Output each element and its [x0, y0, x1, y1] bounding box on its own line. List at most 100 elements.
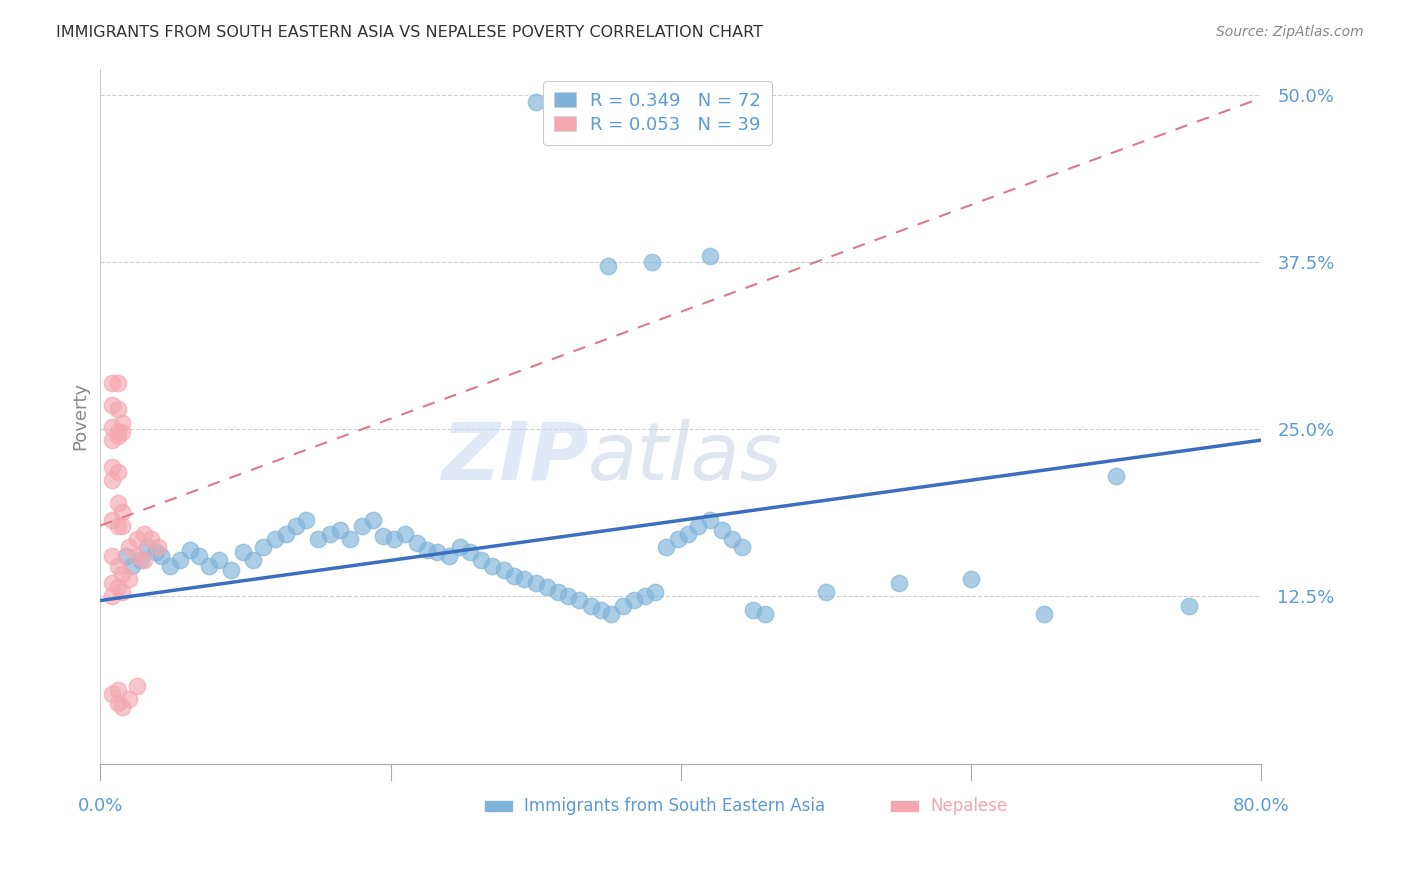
Point [329, 523, 352, 537]
Text: 0.0%: 0.0% [77, 797, 124, 815]
Point [307, 532, 329, 546]
Point [754, 607, 776, 621]
Point [318, 526, 340, 541]
Point [111, 505, 134, 519]
Point [111, 700, 134, 714]
Point [107, 558, 129, 573]
Point [405, 536, 427, 550]
Point [111, 585, 134, 599]
Point [688, 518, 710, 533]
Point [598, 260, 620, 274]
Text: atlas: atlas [588, 418, 783, 497]
Text: Immigrants from South Eastern Asia: Immigrants from South Eastern Asia [524, 797, 825, 815]
Point [742, 603, 765, 617]
Point [579, 599, 602, 613]
Point [169, 553, 191, 567]
Point [612, 599, 634, 613]
Point [198, 558, 221, 573]
Point [492, 563, 515, 577]
Point [536, 580, 558, 594]
Point [125, 679, 148, 693]
Point [125, 549, 148, 564]
Point [513, 572, 536, 586]
Point [644, 585, 666, 599]
Point [720, 532, 742, 546]
Point [101, 419, 124, 434]
Point [623, 593, 645, 607]
Point [148, 540, 170, 554]
Point [394, 526, 416, 541]
Point [361, 513, 384, 527]
Point [129, 553, 152, 567]
Point [101, 513, 124, 527]
Point [107, 465, 129, 479]
Point [107, 580, 129, 594]
Point [481, 558, 503, 573]
Point [242, 553, 264, 567]
Point [111, 566, 134, 581]
Point [101, 549, 124, 564]
Bar [484, 800, 513, 813]
Point [107, 697, 129, 711]
Point [666, 532, 689, 546]
Point [145, 545, 167, 559]
Point [339, 532, 361, 546]
Point [285, 518, 308, 533]
Point [159, 558, 181, 573]
Point [382, 532, 405, 546]
Point [107, 429, 129, 443]
Point [107, 496, 129, 510]
Point [426, 545, 449, 559]
Point [111, 518, 134, 533]
Point [568, 593, 591, 607]
Point [141, 532, 163, 546]
Point [107, 376, 129, 390]
Text: Nepalese: Nepalese [931, 797, 1008, 815]
Point [101, 398, 124, 412]
Point [101, 687, 124, 701]
Point [150, 549, 173, 564]
Point [101, 473, 124, 487]
Point [1032, 607, 1054, 621]
Point [111, 416, 134, 430]
Point [503, 569, 526, 583]
Point [1105, 469, 1128, 483]
Point [1178, 599, 1201, 613]
Point [101, 433, 124, 447]
Point [710, 523, 733, 537]
Point [470, 553, 492, 567]
Point [107, 402, 129, 417]
Point [208, 553, 231, 567]
Point [101, 376, 124, 390]
Text: 80.0%: 80.0% [1233, 797, 1289, 815]
Point [101, 459, 124, 474]
Point [600, 607, 623, 621]
Legend: R = 0.349   N = 72, R = 0.053   N = 39: R = 0.349 N = 72, R = 0.053 N = 39 [543, 81, 772, 145]
Point [252, 540, 274, 554]
Point [115, 549, 138, 564]
Point [118, 692, 141, 706]
Y-axis label: Poverty: Poverty [72, 382, 89, 450]
Point [557, 590, 579, 604]
Text: Source: ZipAtlas.com: Source: ZipAtlas.com [1216, 25, 1364, 39]
Point [887, 576, 910, 591]
Point [107, 518, 129, 533]
Point [437, 549, 460, 564]
Point [633, 590, 655, 604]
Point [219, 563, 242, 577]
Point [449, 540, 471, 554]
Point [524, 576, 547, 591]
Point [135, 540, 157, 554]
Point [121, 558, 143, 573]
Point [107, 683, 129, 698]
Point [125, 532, 148, 546]
Point [547, 585, 569, 599]
Point [416, 542, 439, 557]
Point [699, 249, 721, 263]
Point [263, 532, 285, 546]
Point [111, 425, 134, 439]
Point [676, 526, 699, 541]
Point [132, 553, 155, 567]
Text: IMMIGRANTS FROM SOUTH EASTERN ASIA VS NEPALESE POVERTY CORRELATION CHART: IMMIGRANTS FROM SOUTH EASTERN ASIA VS NE… [56, 25, 763, 40]
Point [814, 585, 837, 599]
